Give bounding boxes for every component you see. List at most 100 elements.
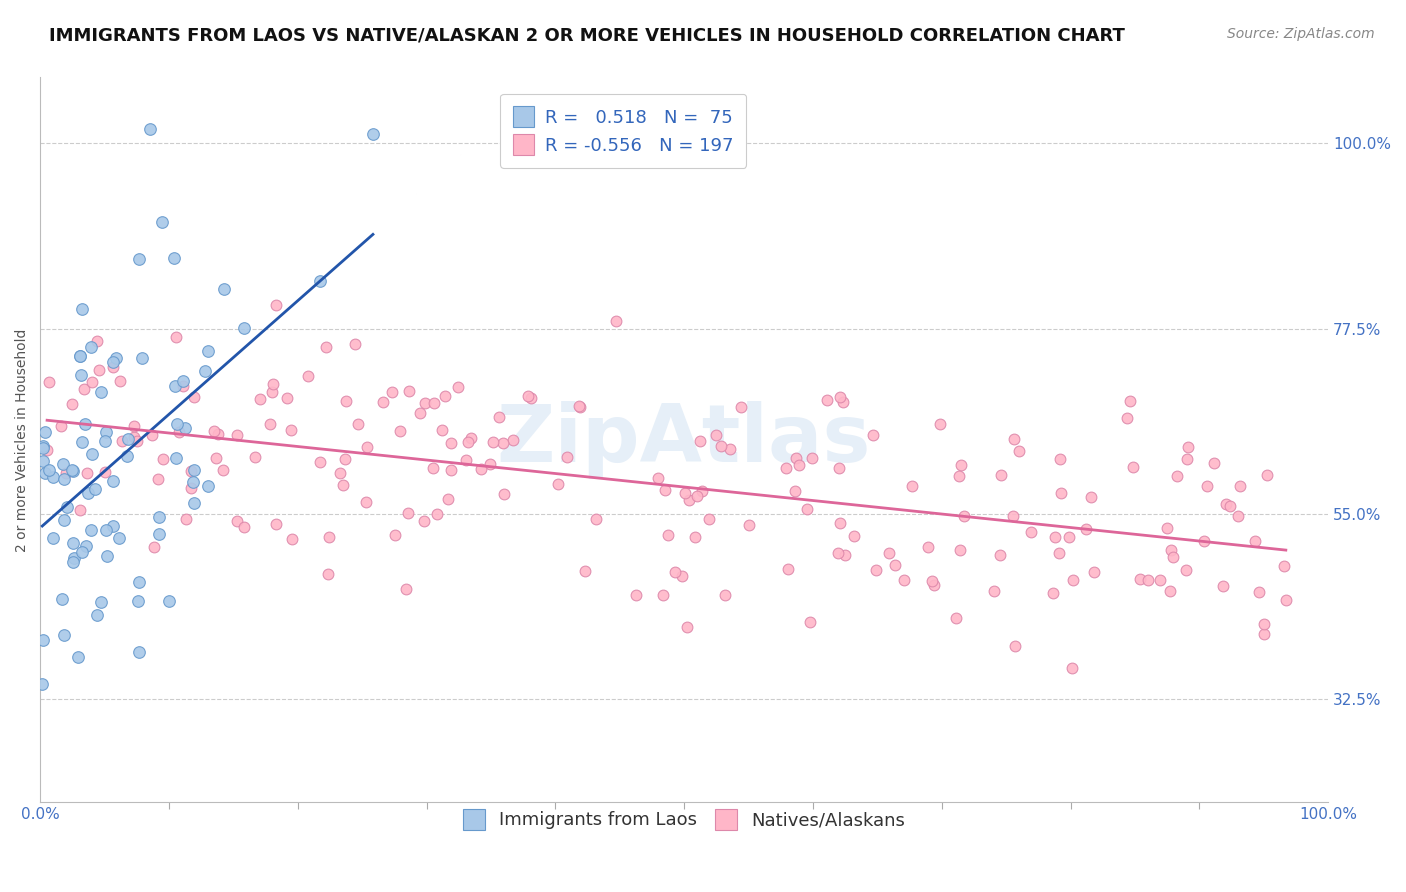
Point xyxy=(96,425,118,439)
Point xyxy=(647,471,669,485)
Point xyxy=(31,453,53,467)
Point xyxy=(1253,627,1275,641)
Point xyxy=(1060,661,1083,675)
Point xyxy=(1042,586,1064,600)
Point xyxy=(605,314,627,328)
Point xyxy=(706,428,728,442)
Point xyxy=(844,529,866,543)
Point xyxy=(128,575,150,590)
Point xyxy=(862,428,884,442)
Point xyxy=(103,359,125,374)
Point xyxy=(1115,411,1137,425)
Point xyxy=(737,517,759,532)
Point xyxy=(318,530,340,544)
Point xyxy=(1156,521,1178,535)
Point xyxy=(422,396,444,410)
Point xyxy=(329,466,352,480)
Point xyxy=(146,472,169,486)
Point xyxy=(828,460,851,475)
Point xyxy=(70,301,93,316)
Point xyxy=(678,493,700,508)
Point xyxy=(180,482,202,496)
Point xyxy=(75,539,97,553)
Point xyxy=(1129,572,1152,586)
Point xyxy=(157,593,180,607)
Point xyxy=(96,524,118,538)
Point xyxy=(1080,490,1102,504)
Point xyxy=(1161,549,1184,564)
Point xyxy=(34,466,56,480)
Point xyxy=(347,417,370,431)
Point xyxy=(519,391,541,405)
Point xyxy=(945,611,967,625)
Point xyxy=(111,434,134,448)
Point xyxy=(1202,456,1225,470)
Point xyxy=(547,477,569,491)
Point xyxy=(281,533,304,547)
Point xyxy=(141,427,163,442)
Point xyxy=(828,390,851,404)
Point xyxy=(555,450,578,464)
Point xyxy=(460,431,482,445)
Point xyxy=(568,400,591,414)
Point xyxy=(1136,574,1159,588)
Point xyxy=(434,388,457,402)
Point xyxy=(245,450,267,464)
Point xyxy=(70,368,93,383)
Point xyxy=(101,474,124,488)
Point xyxy=(34,425,56,439)
Point xyxy=(714,588,737,602)
Point xyxy=(413,396,436,410)
Point xyxy=(1175,452,1198,467)
Point xyxy=(55,500,77,515)
Point xyxy=(470,461,492,475)
Point xyxy=(479,458,502,472)
Point xyxy=(105,351,128,366)
Point xyxy=(139,122,162,136)
Point xyxy=(32,439,55,453)
Point xyxy=(183,496,205,510)
Point xyxy=(983,583,1005,598)
Point xyxy=(877,546,900,560)
Point xyxy=(122,419,145,434)
Point xyxy=(60,397,83,411)
Point xyxy=(226,428,249,442)
Point xyxy=(96,549,118,564)
Point xyxy=(49,419,72,434)
Point xyxy=(354,495,377,509)
Point xyxy=(430,423,453,437)
Point xyxy=(1166,468,1188,483)
Point xyxy=(1226,508,1249,523)
Point xyxy=(568,401,591,415)
Point xyxy=(260,384,283,399)
Point xyxy=(395,582,418,596)
Point xyxy=(685,489,707,503)
Point xyxy=(1247,584,1270,599)
Point xyxy=(1197,479,1219,493)
Point xyxy=(675,620,697,634)
Point xyxy=(1244,533,1267,548)
Point xyxy=(183,390,205,404)
Point xyxy=(87,363,110,377)
Point xyxy=(990,548,1012,562)
Point xyxy=(834,548,856,562)
Point xyxy=(69,349,91,363)
Point xyxy=(84,482,107,496)
Point xyxy=(62,555,84,569)
Point xyxy=(624,588,647,602)
Point xyxy=(259,417,281,431)
Point xyxy=(692,483,714,498)
Point xyxy=(35,442,58,457)
Point xyxy=(1043,529,1066,543)
Point xyxy=(917,541,939,555)
Point xyxy=(491,436,513,450)
Point xyxy=(127,593,149,607)
Point xyxy=(481,434,503,449)
Point xyxy=(280,423,302,437)
Point xyxy=(1160,542,1182,557)
Point xyxy=(865,563,887,577)
Point xyxy=(309,455,332,469)
Point xyxy=(335,394,357,409)
Point xyxy=(122,430,145,444)
Point xyxy=(143,540,166,554)
